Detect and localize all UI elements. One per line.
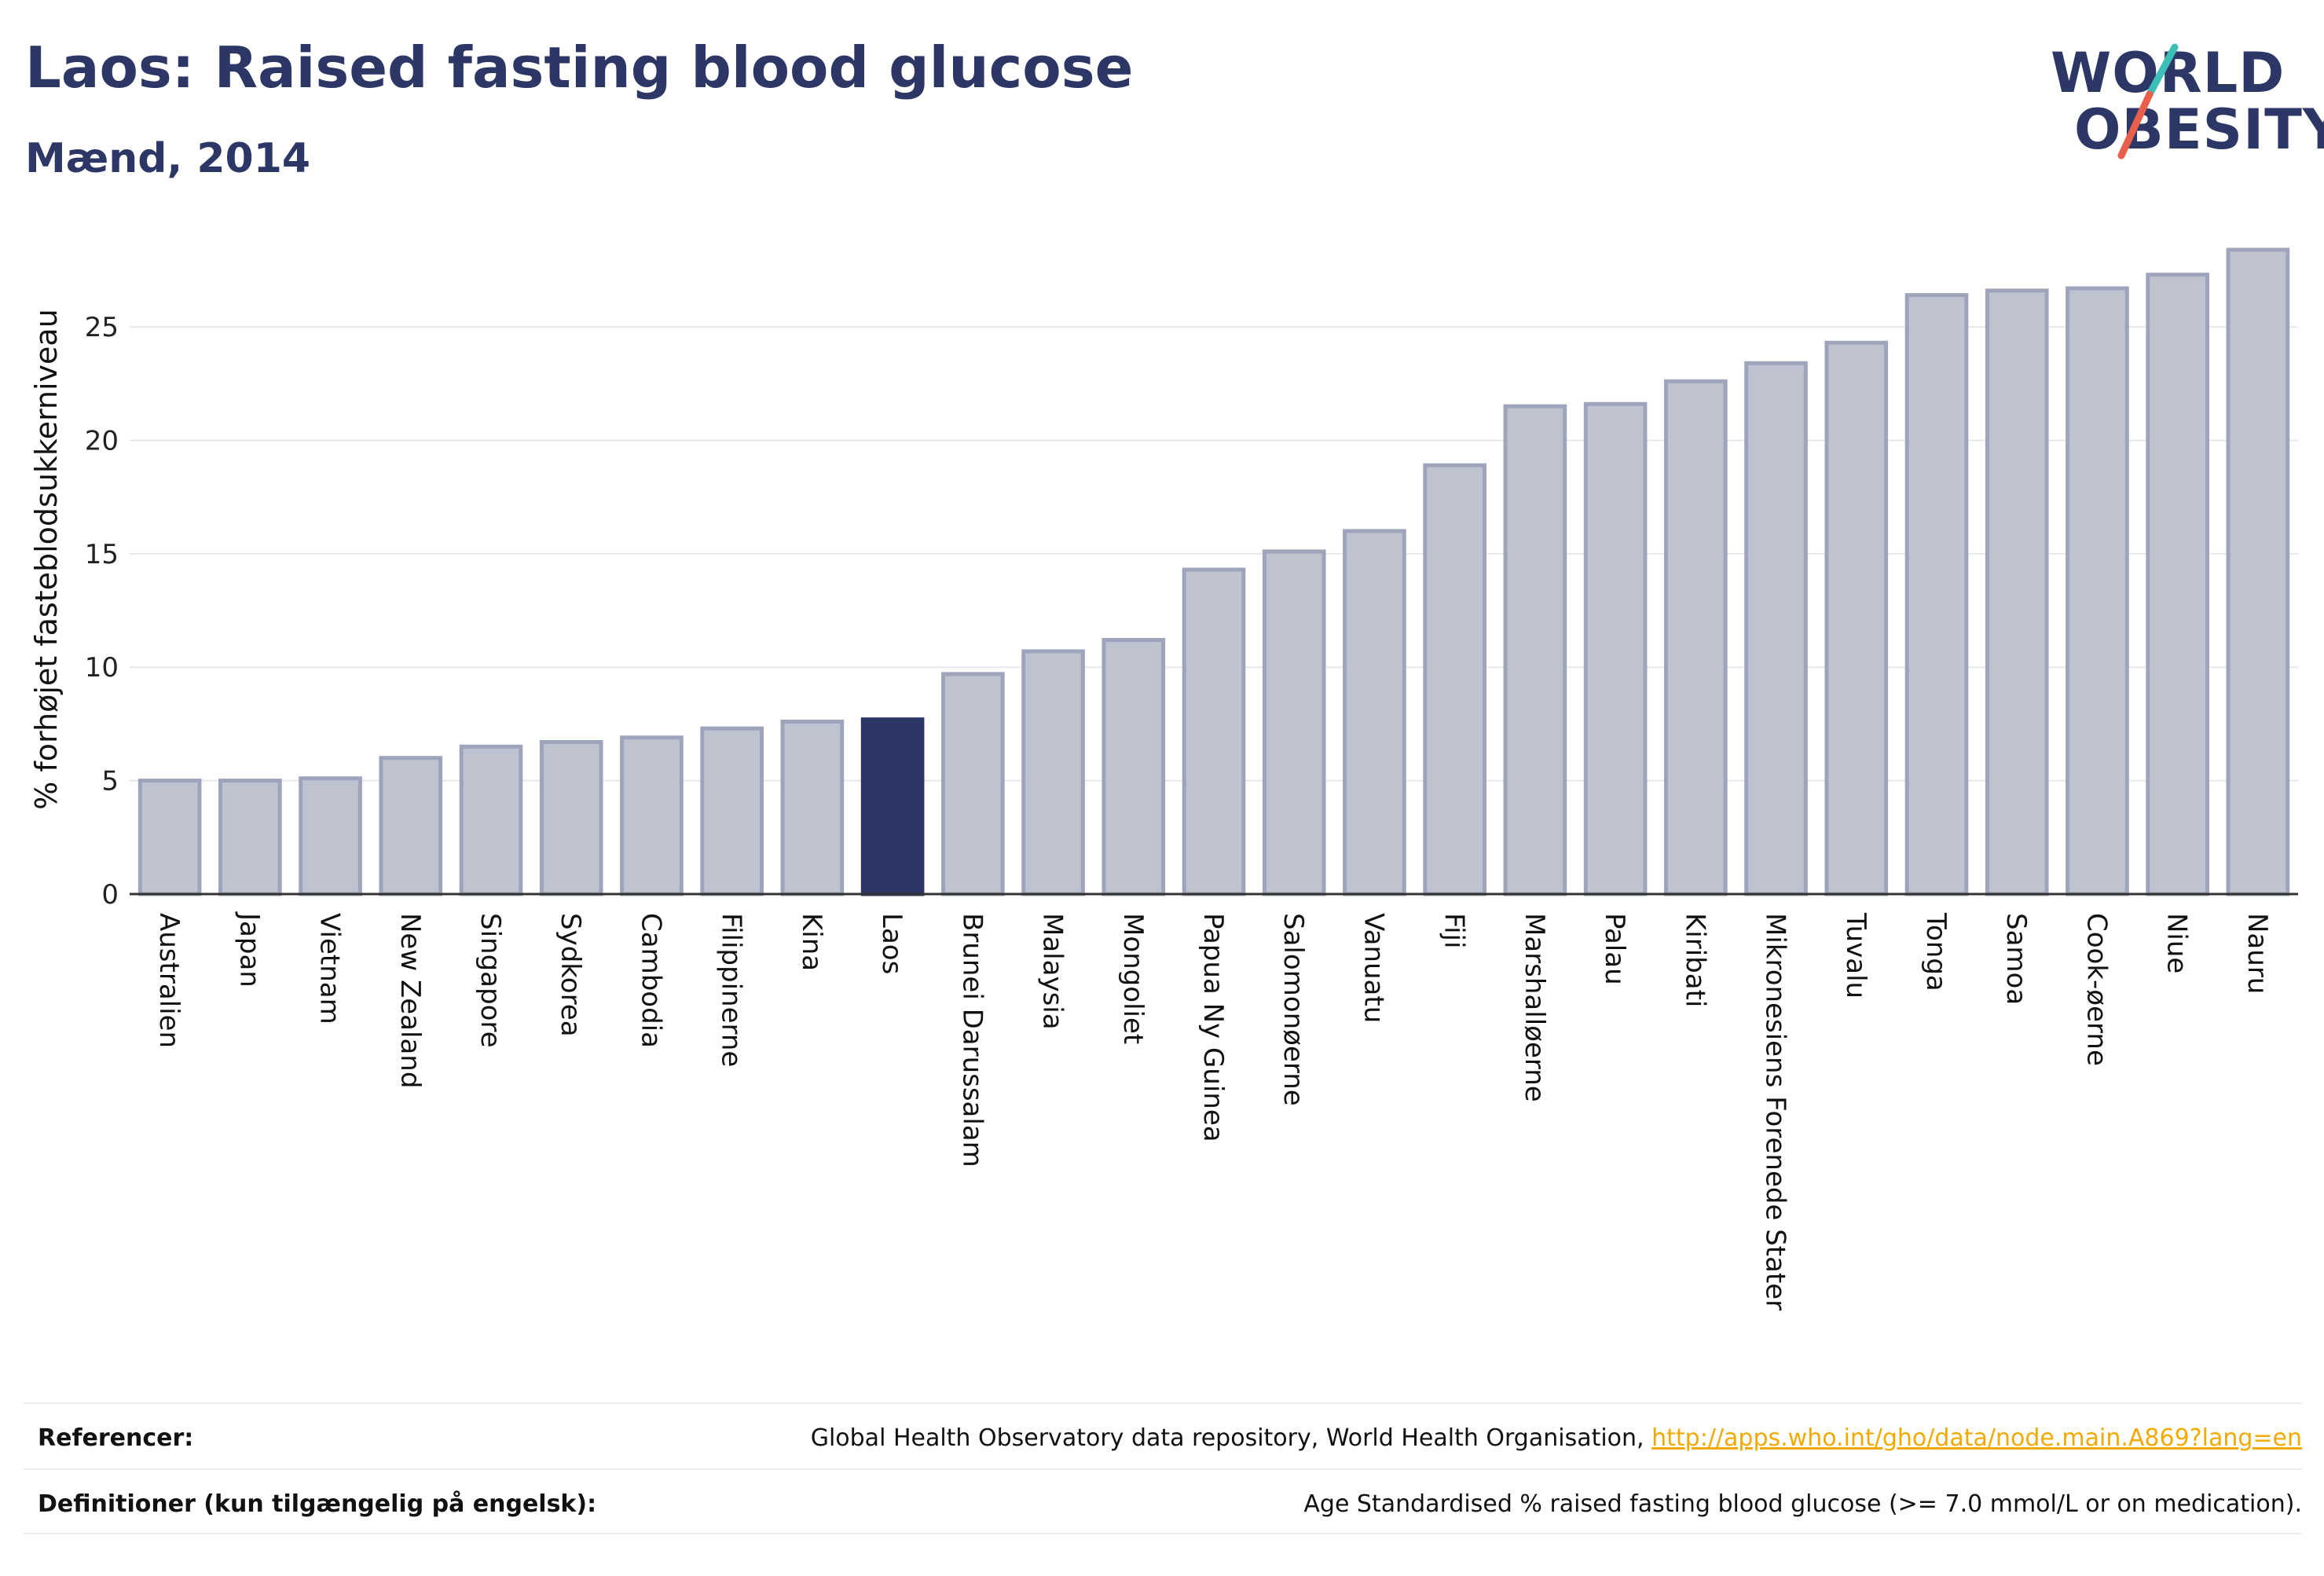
- bar-samoa[interactable]: [1985, 288, 2049, 896]
- y-tick-label: 0: [101, 879, 119, 911]
- x-tick-label: Australien: [153, 913, 185, 1048]
- world-obesity-logo: WORLD OBESITY: [2043, 31, 2324, 165]
- x-tick-label: Tuvalu: [1840, 912, 1871, 999]
- bar-mongoliet[interactable]: [1102, 638, 1166, 896]
- references-link[interactable]: http://apps.who.int/gho/data/node.main.A…: [1651, 1424, 2302, 1452]
- bar-niue[interactable]: [2146, 273, 2209, 896]
- x-tick-label: Laos: [876, 913, 907, 974]
- y-tick-label: 20: [85, 425, 119, 456]
- definitions-value: Age Standardised % raised fasting blood …: [1303, 1490, 2302, 1518]
- bar-cook-øerne[interactable]: [2066, 286, 2129, 896]
- bar-tonga[interactable]: [1904, 293, 1969, 896]
- x-tick-label: Kiribati: [1679, 913, 1710, 1007]
- bar-new-zealand[interactable]: [379, 756, 443, 896]
- x-tick-label: Mikronesiens Forenede Stater: [1760, 913, 1791, 1310]
- chart-subtitle: Mænd, 2014: [25, 135, 311, 182]
- x-tick-label: Tonga: [1920, 912, 1952, 991]
- x-axis-labels: Australien Japan Vietnam New Zealand Singapo…: [153, 911, 2273, 1310]
- y-tick-label: 25: [85, 312, 119, 343]
- bar-marshalløerne[interactable]: [1503, 404, 1567, 896]
- bar-australien[interactable]: [137, 779, 202, 896]
- bar-brunei-darussalam[interactable]: [941, 672, 1005, 896]
- x-tick-label: Brunei Darussalam: [956, 913, 988, 1167]
- x-tick-label: Samoa: [2000, 913, 2032, 1005]
- references-value: Global Health Observatory data repositor…: [811, 1424, 2302, 1452]
- y-axis-ticks: 0 5 10 15 20 25: [85, 312, 119, 911]
- x-tick-label: Vietnam: [314, 913, 346, 1024]
- x-tick-label: Singapore: [475, 913, 506, 1048]
- bar-singapore[interactable]: [459, 744, 523, 896]
- definitions-row: Definitioner (kun tilgængelig på engelsk…: [24, 1468, 2302, 1534]
- y-axis-title: % forhøjet fasteblodsukkerniveau: [29, 309, 64, 810]
- y-tick-label: 15: [85, 539, 119, 570]
- x-tick-label: Cook-øerne: [2080, 913, 2112, 1066]
- bar-cambodia[interactable]: [620, 735, 684, 896]
- bar-sydkorea[interactable]: [539, 740, 603, 896]
- references-row: Referencer: Global Health Observatory da…: [24, 1402, 2302, 1467]
- references-text: Global Health Observatory data repositor…: [810, 1424, 1644, 1452]
- x-tick-label: Vanuatu: [1358, 913, 1389, 1023]
- bar-tuvalu[interactable]: [1824, 340, 1889, 896]
- x-tick-label: Salomonøerne: [1277, 913, 1309, 1106]
- bar-kiribati[interactable]: [1664, 379, 1728, 896]
- bar-fiji[interactable]: [1423, 463, 1486, 896]
- y-tick-label: 5: [101, 766, 119, 797]
- logo-slash-icon: [2117, 43, 2179, 159]
- bar-malaysia[interactable]: [1021, 649, 1085, 896]
- logo-line2: OBESITY: [2074, 97, 2324, 162]
- x-tick-label: New Zealand: [394, 913, 426, 1088]
- bar-vietnam[interactable]: [299, 776, 362, 896]
- x-tick-label: Fiji: [1439, 913, 1470, 948]
- references-label: Referencer:: [38, 1424, 194, 1452]
- bar-kina[interactable]: [780, 720, 845, 896]
- bar-vanuatu[interactable]: [1343, 529, 1406, 896]
- definitions-label: Definitioner (kun tilgængelig på engelsk…: [38, 1490, 597, 1518]
- x-tick-label: Sydkorea: [555, 913, 586, 1037]
- bar-laos[interactable]: [860, 717, 925, 896]
- bar-filippinerne[interactable]: [700, 726, 764, 896]
- x-tick-label: Cambodia: [635, 913, 666, 1048]
- x-tick-label: Japan: [233, 911, 265, 988]
- bar-papua-ny-guinea[interactable]: [1182, 567, 1246, 896]
- bar-mikronesiens-forenede-stater[interactable]: [1744, 361, 1808, 896]
- x-tick-label: Marshalløerne: [1519, 913, 1550, 1102]
- bar-salomonøerne[interactable]: [1262, 549, 1326, 896]
- x-tick-label: Kina: [796, 913, 827, 971]
- bars: [137, 247, 2290, 896]
- x-tick-label: Nauru: [2242, 913, 2273, 994]
- x-tick-label: Mongoliet: [1117, 913, 1149, 1044]
- x-tick-label: Malaysia: [1037, 913, 1069, 1030]
- bar-palau[interactable]: [1583, 401, 1648, 896]
- y-tick-label: 10: [85, 652, 119, 684]
- bar-chart: 0 5 10 15 20 25 Australien Japan Vietnam New Zea…: [29, 247, 2298, 1310]
- bar-japan[interactable]: [218, 779, 282, 896]
- x-tick-label: Palau: [1599, 913, 1630, 985]
- x-tick-label: Filippinerne: [716, 913, 747, 1067]
- chart-title: Laos: Raised fasting blood glucose: [25, 35, 1134, 101]
- x-tick-label: Niue: [2161, 913, 2193, 973]
- bar-nauru[interactable]: [2226, 247, 2290, 896]
- x-tick-label: Papua Ny Guinea: [1197, 913, 1229, 1142]
